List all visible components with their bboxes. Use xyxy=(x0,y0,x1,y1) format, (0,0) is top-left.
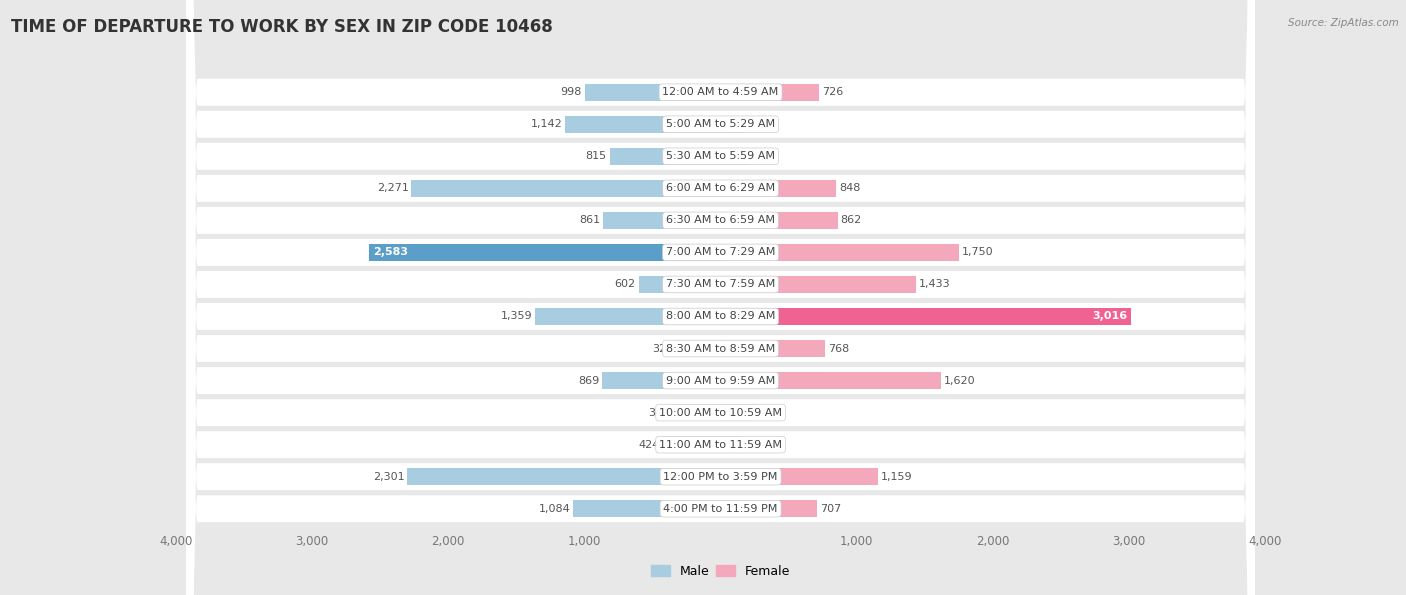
Bar xyxy=(602,372,721,389)
Text: 8:30 AM to 8:59 AM: 8:30 AM to 8:59 AM xyxy=(666,343,775,353)
Text: 328: 328 xyxy=(652,343,673,353)
Text: 2,271: 2,271 xyxy=(377,183,409,193)
Text: 152: 152 xyxy=(744,440,765,450)
Bar xyxy=(662,436,721,453)
Bar xyxy=(572,500,721,517)
Bar xyxy=(565,116,721,133)
Bar xyxy=(721,84,820,101)
Bar xyxy=(610,148,721,165)
Bar xyxy=(721,372,941,389)
Text: 1,084: 1,084 xyxy=(538,504,571,513)
Text: 726: 726 xyxy=(823,87,844,97)
Text: 768: 768 xyxy=(828,343,849,353)
Text: 181: 181 xyxy=(748,119,769,129)
Bar xyxy=(721,276,915,293)
Text: 998: 998 xyxy=(561,87,582,97)
Bar xyxy=(721,340,825,357)
Text: 1,433: 1,433 xyxy=(918,280,950,289)
Text: 4:00 PM to 11:59 PM: 4:00 PM to 11:59 PM xyxy=(664,504,778,513)
FancyBboxPatch shape xyxy=(187,0,1254,595)
Bar xyxy=(721,308,1132,325)
Bar xyxy=(721,148,748,165)
Text: 8:00 AM to 8:29 AM: 8:00 AM to 8:29 AM xyxy=(666,312,775,321)
Text: 2,301: 2,301 xyxy=(373,472,405,482)
FancyBboxPatch shape xyxy=(187,0,1254,595)
Text: 357: 357 xyxy=(648,408,669,418)
Bar xyxy=(676,340,721,357)
Text: 5:00 AM to 5:29 AM: 5:00 AM to 5:29 AM xyxy=(666,119,775,129)
Bar xyxy=(721,116,745,133)
Text: 262: 262 xyxy=(759,408,780,418)
Text: 869: 869 xyxy=(578,375,599,386)
Text: 1,159: 1,159 xyxy=(882,472,912,482)
Text: 862: 862 xyxy=(841,215,862,226)
Bar xyxy=(721,212,838,228)
Text: 9:00 AM to 9:59 AM: 9:00 AM to 9:59 AM xyxy=(666,375,775,386)
Text: Source: ZipAtlas.com: Source: ZipAtlas.com xyxy=(1288,18,1399,28)
FancyBboxPatch shape xyxy=(187,0,1254,595)
Text: 12:00 PM to 3:59 PM: 12:00 PM to 3:59 PM xyxy=(664,472,778,482)
Bar xyxy=(585,84,721,101)
Bar xyxy=(638,276,721,293)
Text: 1,750: 1,750 xyxy=(962,248,993,258)
Text: 10:00 AM to 10:59 AM: 10:00 AM to 10:59 AM xyxy=(659,408,782,418)
FancyBboxPatch shape xyxy=(187,0,1254,595)
FancyBboxPatch shape xyxy=(187,0,1254,595)
FancyBboxPatch shape xyxy=(187,0,1254,595)
Text: 707: 707 xyxy=(820,504,841,513)
Text: 848: 848 xyxy=(839,183,860,193)
Bar xyxy=(672,404,721,421)
Text: 1,142: 1,142 xyxy=(530,119,562,129)
Text: 424: 424 xyxy=(638,440,659,450)
Legend: Male, Female: Male, Female xyxy=(647,560,794,583)
Text: 197: 197 xyxy=(751,151,772,161)
FancyBboxPatch shape xyxy=(187,0,1254,595)
Text: 861: 861 xyxy=(579,215,600,226)
FancyBboxPatch shape xyxy=(187,0,1254,595)
Text: 5:30 AM to 5:59 AM: 5:30 AM to 5:59 AM xyxy=(666,151,775,161)
Text: 7:30 AM to 7:59 AM: 7:30 AM to 7:59 AM xyxy=(666,280,775,289)
FancyBboxPatch shape xyxy=(187,0,1254,595)
FancyBboxPatch shape xyxy=(187,0,1254,595)
FancyBboxPatch shape xyxy=(187,0,1254,595)
Bar xyxy=(721,404,756,421)
FancyBboxPatch shape xyxy=(187,0,1254,595)
Text: TIME OF DEPARTURE TO WORK BY SEX IN ZIP CODE 10468: TIME OF DEPARTURE TO WORK BY SEX IN ZIP … xyxy=(11,18,553,36)
Bar xyxy=(721,468,879,485)
Bar xyxy=(536,308,721,325)
Bar xyxy=(721,180,837,197)
Text: 7:00 AM to 7:29 AM: 7:00 AM to 7:29 AM xyxy=(666,248,775,258)
Bar xyxy=(721,244,959,261)
Text: 1,359: 1,359 xyxy=(501,312,533,321)
Bar xyxy=(603,212,721,228)
Text: 12:00 AM to 4:59 AM: 12:00 AM to 4:59 AM xyxy=(662,87,779,97)
FancyBboxPatch shape xyxy=(187,0,1254,595)
Text: 1,620: 1,620 xyxy=(943,375,976,386)
FancyBboxPatch shape xyxy=(187,0,1254,595)
Bar xyxy=(368,244,721,261)
Text: 11:00 AM to 11:59 AM: 11:00 AM to 11:59 AM xyxy=(659,440,782,450)
Bar xyxy=(721,436,741,453)
Text: 3,016: 3,016 xyxy=(1092,312,1128,321)
Text: 6:30 AM to 6:59 AM: 6:30 AM to 6:59 AM xyxy=(666,215,775,226)
Bar xyxy=(411,180,721,197)
Text: 815: 815 xyxy=(586,151,607,161)
Text: 2,583: 2,583 xyxy=(373,248,408,258)
Text: 602: 602 xyxy=(614,280,636,289)
Bar xyxy=(721,500,817,517)
Bar xyxy=(408,468,721,485)
Text: 6:00 AM to 6:29 AM: 6:00 AM to 6:29 AM xyxy=(666,183,775,193)
